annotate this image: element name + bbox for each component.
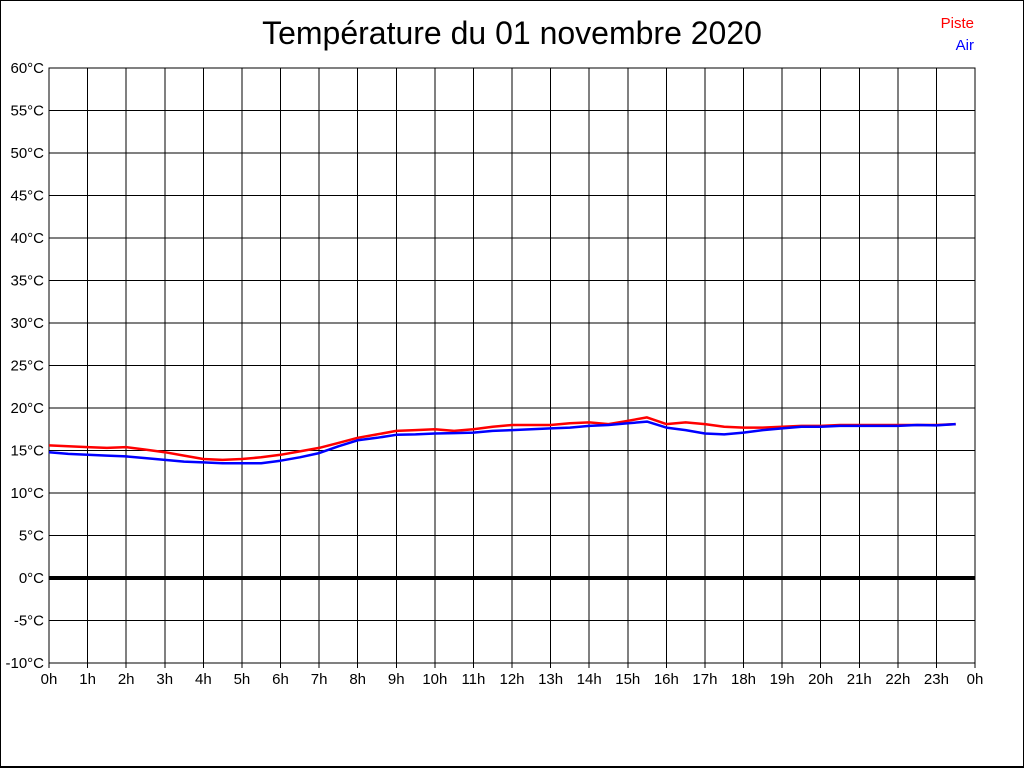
y-tick-label: 45°C (10, 188, 44, 205)
x-tick-label: 16h (654, 671, 679, 688)
x-tick-label: 2h (118, 671, 135, 688)
x-tick-label: 11h (461, 671, 485, 688)
y-tick-label: 50°C (10, 145, 44, 162)
x-tick-label: 5h (234, 671, 251, 688)
y-tick-label: 30°C (10, 315, 44, 332)
x-tick-label: 17h (692, 671, 717, 688)
plot-border (48, 67, 976, 664)
y-tick-label: 25°C (10, 358, 44, 375)
x-tick-label: 21h (847, 671, 872, 688)
y-tick-label: 40°C (10, 230, 44, 247)
legend-item-air: Air (955, 37, 974, 54)
x-tick-label: 4h (195, 671, 212, 688)
y-tick-label: 5°C (19, 528, 44, 545)
y-tick-label: 20°C (10, 400, 44, 417)
x-tick-label: 0h (41, 671, 58, 688)
x-tick-label: 9h (388, 671, 405, 688)
legend: Piste Air (941, 13, 974, 57)
x-tick-label: 22h (885, 671, 910, 688)
x-tick-label: 3h (156, 671, 173, 688)
y-tick-label: 10°C (10, 485, 44, 502)
x-tick-label: 15h (615, 671, 640, 688)
y-tick-label: 35°C (10, 273, 44, 290)
x-tick-label: 12h (499, 671, 524, 688)
x-tick-label: 6h (272, 671, 289, 688)
y-tick-label: 15°C (10, 443, 44, 460)
chart-title: Température du 01 novembre 2020 (262, 15, 762, 51)
y-tick-label: -10°C (5, 655, 44, 672)
x-tick-label: 8h (349, 671, 366, 688)
x-tick-label: 23h (924, 671, 949, 688)
x-tick-label: 0h (967, 671, 984, 688)
series-line-piste (48, 416, 956, 462)
series-line-air (48, 420, 956, 465)
y-tick-label: 55°C (10, 103, 44, 120)
x-tick-label: 18h (731, 671, 756, 688)
y-tick-label: 60°C (10, 60, 44, 77)
x-tick-label: 10h (422, 671, 447, 688)
legend-item-piste: Piste (940, 15, 974, 32)
x-tick-label: 19h (770, 671, 795, 688)
x-tick-label: 13h (538, 671, 563, 688)
y-tick-label: -5°C (14, 613, 44, 630)
x-tick-label: 14h (577, 671, 602, 688)
x-tick-label: 20h (808, 671, 833, 688)
x-tick-label: 1h (79, 671, 96, 688)
x-tick-label: 7h (311, 671, 328, 688)
y-tick-label: 0°C (19, 570, 44, 587)
